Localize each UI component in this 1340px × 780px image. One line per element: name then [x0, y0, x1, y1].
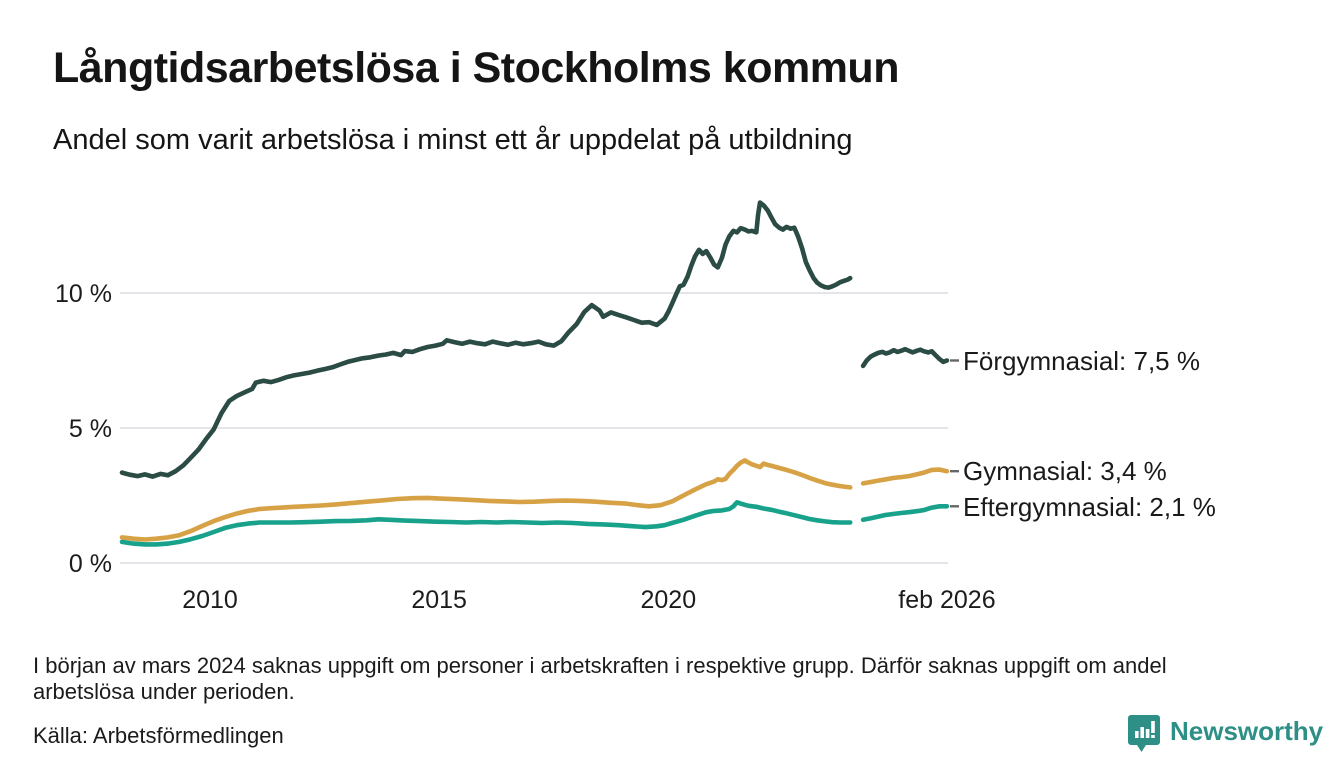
chart-footnote: I början av mars 2024 saknas uppgift om …: [33, 653, 1167, 704]
y-axis-tick: 10 %: [55, 280, 112, 308]
series-line-förgymnasial: [119, 200, 853, 479]
series-end-label-forgymnasial: Förgymnasial: 7,5 %: [963, 346, 1200, 376]
series-line-eftergymnasial: [860, 503, 950, 523]
newsworthy-bubble-chart-icon: [1128, 714, 1162, 759]
x-axis-tick: 2010: [182, 586, 238, 614]
x-axis-tick: 2015: [411, 586, 467, 614]
x-axis-tick: feb 2026: [898, 586, 995, 614]
newsworthy-wordmark: Newsworthy: [1170, 716, 1324, 746]
series-line-förgymnasial: [860, 346, 950, 369]
series-line-eftergymnasial: [119, 499, 853, 547]
series-line-gymnasial: [119, 458, 853, 542]
chart-subtitle: Andel som varit arbetslösa i minst ett å…: [53, 124, 853, 156]
series-line-gymnasial: [860, 467, 950, 486]
series-end-label-eftergymnasial: Eftergymnasial: 2,1 %: [963, 492, 1216, 522]
source-credit: Källa: Arbetsförmedlingen: [33, 723, 284, 748]
newsworthy-logo[interactable]: Newsworthy: [1128, 714, 1323, 759]
page-title: Långtidsarbetslösa i Stockholms kommun: [53, 44, 899, 92]
x-axis-tick: 2020: [640, 586, 696, 614]
y-axis-tick: 5 %: [69, 415, 112, 443]
y-axis-tick: 0 %: [69, 550, 112, 578]
series-end-label-gymnasial: Gymnasial: 3,4 %: [963, 456, 1167, 486]
